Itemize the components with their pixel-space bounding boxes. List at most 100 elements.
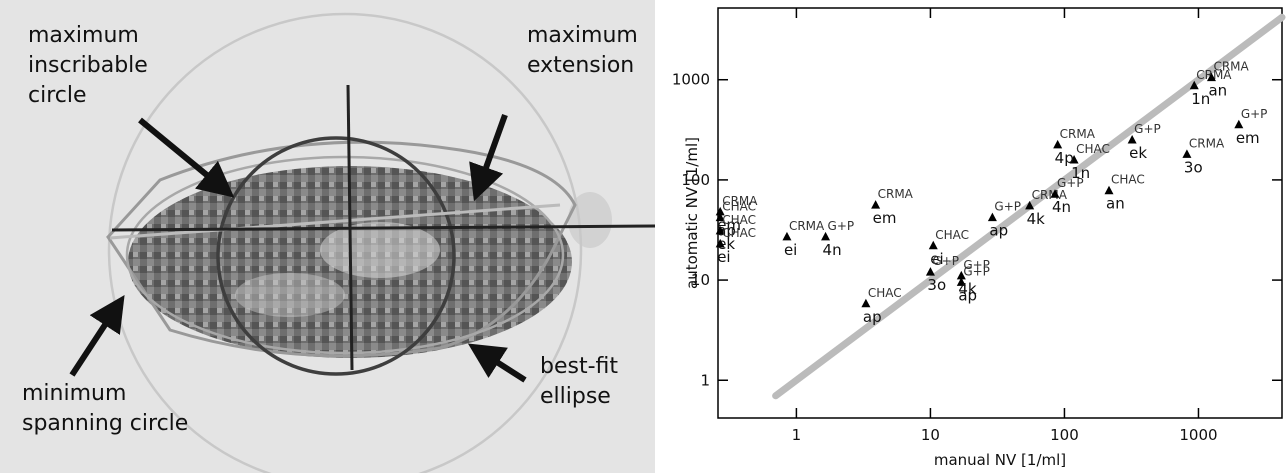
axis-line <box>346 84 354 371</box>
point-site: 4k <box>1027 210 1046 228</box>
point-method: G+P <box>1134 122 1161 136</box>
point-method: CRMA <box>1189 136 1225 150</box>
point <box>715 225 725 235</box>
point-site: ei <box>930 250 943 268</box>
annotation-label: ellipse <box>540 384 611 409</box>
point-site: ek <box>1129 144 1147 162</box>
point-site: 3o <box>1184 158 1203 176</box>
x-axis-label: manual NV [1/ml] <box>934 451 1066 469</box>
point-method: CRMA <box>1213 60 1249 74</box>
point-method: CHAC <box>868 286 902 300</box>
annotations: maximum inscribable circle maximum extension… <box>22 23 638 436</box>
image-panel: maximum inscribable circle maximum extension… <box>0 0 656 473</box>
point-method: G+P <box>994 200 1021 214</box>
point <box>1069 155 1079 164</box>
point-method: CRMA <box>722 194 758 208</box>
y-tick-label: 100 <box>681 171 710 189</box>
point <box>1189 80 1199 90</box>
point-method: CRMA <box>789 219 825 233</box>
point-site: em <box>873 209 897 227</box>
annotation-label: inscribable <box>28 53 148 78</box>
point-site: 4n <box>823 241 842 259</box>
cell-highlight <box>320 222 440 278</box>
point-method: G+P <box>828 219 855 233</box>
point-site: ap <box>958 286 977 304</box>
point-site: ei <box>717 248 730 266</box>
annotation-label: maximum <box>28 23 139 48</box>
point-method: CHAC <box>722 213 756 227</box>
x-tick-label: 1000 <box>1179 426 1217 444</box>
point-method: G+P <box>963 264 990 278</box>
point-method: G+P <box>1241 107 1268 121</box>
annotation-label: best-fit <box>540 354 618 379</box>
point <box>1104 185 1114 195</box>
point-method: G+P <box>963 258 990 272</box>
annotation-label: spanning circle <box>22 411 188 436</box>
y-axis-label: automatic NV [1/ml] <box>683 137 701 289</box>
point-method: CHAC <box>722 226 756 240</box>
spanning-circle <box>107 12 583 473</box>
extension-line <box>109 203 561 240</box>
point-method: CHAC <box>1076 142 1110 156</box>
point-site: an <box>1208 82 1227 100</box>
point-site: 4k <box>958 280 977 298</box>
x-tick-label: 100 <box>1050 426 1079 444</box>
arrow <box>469 113 508 202</box>
point-method: CHAC <box>1111 173 1145 187</box>
x-tick-label: 1 <box>792 426 802 444</box>
point <box>715 206 725 216</box>
point <box>987 212 997 222</box>
point <box>782 231 792 241</box>
point <box>1050 189 1060 198</box>
annotation-label: maximum <box>527 23 638 48</box>
point <box>1206 72 1216 82</box>
point-method: G+P <box>1057 176 1084 190</box>
point-site: 3o <box>927 276 946 294</box>
point <box>1127 135 1137 144</box>
point-method: CHAC <box>722 200 756 214</box>
arrow <box>69 294 125 377</box>
best-fit-ellipse <box>125 155 565 355</box>
point-site: ek <box>717 235 735 253</box>
point-site: ap <box>989 222 1008 240</box>
point-site: ei <box>784 241 797 259</box>
point-method: CRMA <box>1060 127 1096 141</box>
y-tick-label: 1 <box>700 371 710 389</box>
point <box>928 240 938 250</box>
point <box>1053 139 1063 149</box>
cell-highlight <box>235 273 345 317</box>
y-tick-label: 1000 <box>672 71 710 89</box>
plot: 1 10 100 10001101001000CHACapCRMAemCHACekCH… <box>672 8 1286 444</box>
point <box>1182 149 1192 158</box>
y-tick-label: 10 <box>691 271 710 289</box>
point <box>861 298 871 308</box>
point-site: em <box>1236 129 1260 147</box>
point-site: em <box>717 216 741 234</box>
point-site: 4p <box>1055 149 1074 167</box>
inscribed-circle <box>216 136 456 376</box>
annotation-label: extension <box>527 53 634 78</box>
arrow <box>467 343 527 383</box>
point-site: 4n <box>1052 198 1071 216</box>
point-site: ap <box>717 222 736 240</box>
axis-line <box>111 224 656 232</box>
point-method: CRMA <box>878 187 914 201</box>
annotation-label: circle <box>28 83 87 108</box>
point-site: 1n <box>1191 90 1210 108</box>
point-method: CHAC <box>935 228 969 242</box>
arrow <box>138 117 235 198</box>
point <box>956 277 966 286</box>
point <box>925 267 935 276</box>
annotation-label: minimum <box>22 381 126 406</box>
point <box>821 231 831 241</box>
image-blob <box>568 192 612 248</box>
point <box>715 238 725 248</box>
point-method: G+P <box>932 254 959 268</box>
point <box>715 212 725 222</box>
cell-outline <box>106 140 577 358</box>
point <box>871 200 881 209</box>
x-tick-label: 10 <box>921 426 940 444</box>
point-method: CRMA <box>1032 188 1068 202</box>
point <box>956 270 966 280</box>
